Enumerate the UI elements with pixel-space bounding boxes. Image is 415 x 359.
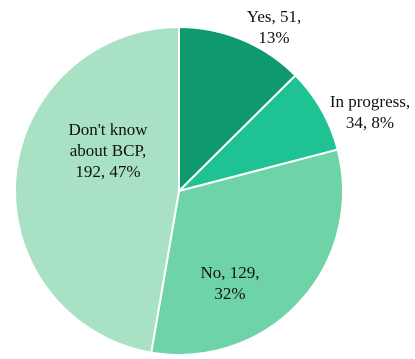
slice-label-line: 34, 8% [346,113,394,132]
pie-slices [14,25,344,356]
pie-slice-no [150,148,344,356]
slice-label-don-t-know-about-bcp: Don't know about BCP, 192, 47% [68,120,148,181]
slice-label-line: 13% [258,28,289,47]
slice-label-line: about BCP, [70,141,147,160]
slice-labels: Yes, 51, 13% In progress, 34, 8% No, 129, 32%… [68,7,410,303]
slice-label-line: In progress, [330,92,410,111]
slice-label-yes: Yes, 51, 13% [247,7,302,47]
pie-slice-in-progress [175,74,339,193]
pie-slice-yes [178,25,297,194]
slice-label-no: No, 129, 32% [200,263,259,303]
slice-label-line: Don't know [68,120,148,139]
pie-slice-don-t-know-about-bcp [14,25,180,354]
slice-label-line: 32% [214,284,245,303]
slice-label-line: 192, 47% [75,162,140,181]
slice-label-line: Yes, 51, [247,7,302,26]
slice-label-in-progress: In progress, 34, 8% [330,92,410,132]
slice-label-line: No, 129, [200,263,259,282]
